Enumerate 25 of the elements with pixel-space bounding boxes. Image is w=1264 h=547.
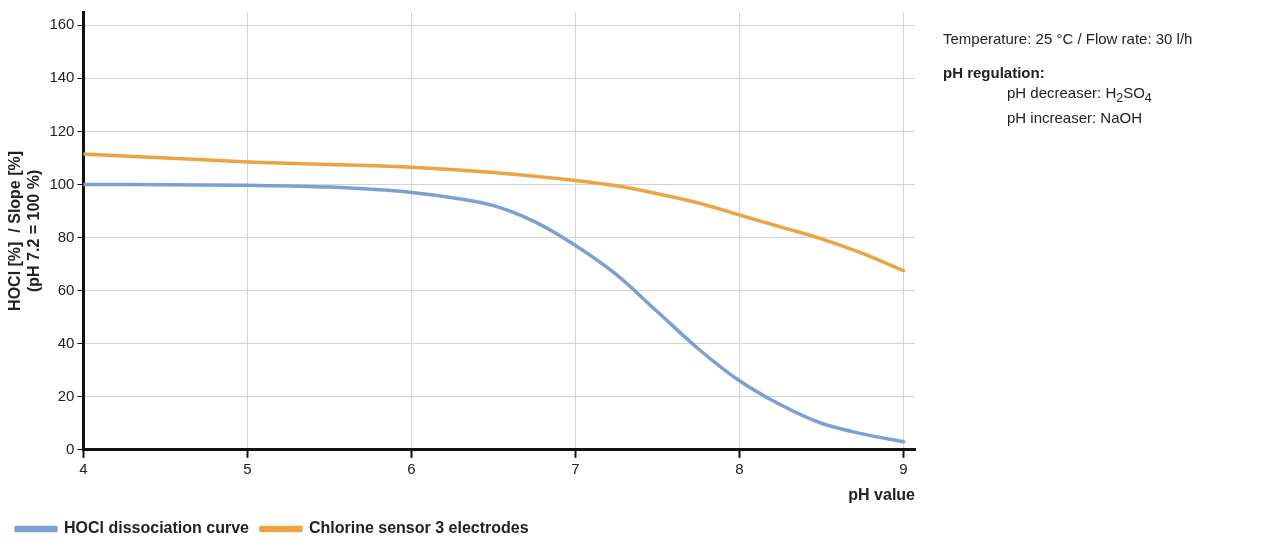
y-tick-label: 140 — [49, 68, 75, 86]
y-tick-label: 40 — [57, 333, 75, 351]
y-tick-label: 0 — [66, 439, 75, 457]
y-tick-label: 120 — [49, 121, 75, 139]
y-tick-label: 60 — [57, 280, 75, 298]
x-tick-label: 5 — [243, 459, 252, 477]
y-tick-label: 100 — [49, 174, 75, 192]
y-tick-label: 20 — [57, 386, 75, 404]
legend-label: HOCl dissociation curve — [64, 519, 250, 537]
y-tick-label: 80 — [57, 227, 75, 245]
legend-label: Chlorine sensor 3 electrodes — [308, 519, 529, 537]
line-series — [83, 152, 906, 273]
x-tick-label: 7 — [571, 459, 580, 477]
x-tick-label: 4 — [79, 459, 88, 477]
text: pH increaser: NaOH — [1006, 108, 1144, 128]
x-axis-title: pH value — [848, 485, 916, 503]
x-tick-label: 9 — [899, 459, 908, 477]
x-tick-label: 6 — [407, 459, 416, 477]
line-series — [83, 182, 906, 444]
y-tick-label: 160 — [49, 15, 75, 33]
x-tick-label: 8 — [735, 459, 744, 477]
text: Temperature: 25 °C / Flow rate: 30 l/h — [943, 29, 1193, 49]
y-axis-title: HOCl [%] / Slope [%] (pH 7.2 = 100 %) — [6, 150, 43, 311]
text: pH regulation: — [943, 63, 1046, 83]
text: pH decreaser: H$_{2}$SO$_{4}$ — [1006, 83, 1153, 107]
